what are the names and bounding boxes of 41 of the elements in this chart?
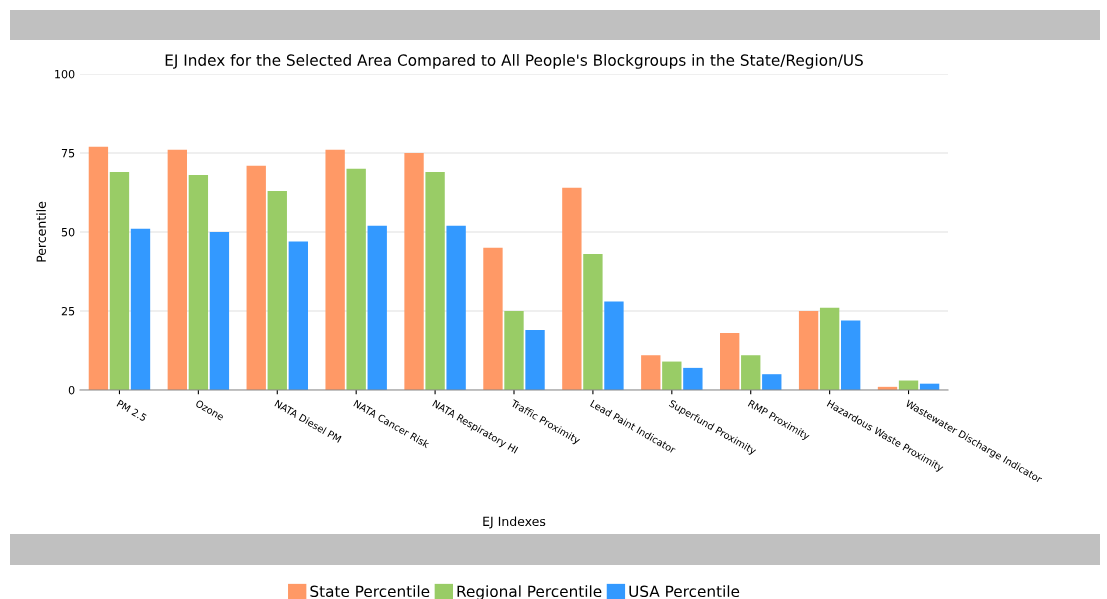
bar: [504, 311, 524, 390]
bar: [88, 146, 109, 390]
bar: [819, 307, 840, 390]
bar: [762, 374, 782, 390]
bar: [446, 225, 466, 390]
bar: [167, 149, 187, 390]
y-tick-label: 75: [61, 149, 75, 158]
y-tick-label: 100: [55, 69, 75, 79]
bar: [583, 254, 603, 390]
bar: [425, 171, 445, 390]
y-tick-label: 0: [68, 385, 75, 395]
chart-title: EJ Index for the Selected Area Compared to All People's Blockgroups in the State/Region/US: [165, 54, 863, 69]
bar: [720, 333, 740, 390]
bar: [246, 165, 266, 390]
bar: [798, 311, 819, 390]
bar: [367, 225, 387, 390]
bar: [641, 355, 661, 390]
bar: [683, 367, 703, 390]
bar: [109, 171, 130, 390]
bar: [346, 168, 366, 390]
y-axis-title: Percentile: [36, 201, 46, 262]
legend-label: State Percentile: [310, 585, 430, 598]
x-tick-label: PM 2.5: [116, 399, 148, 422]
bar: [841, 320, 861, 390]
bar: [288, 241, 308, 390]
bar: [525, 329, 545, 390]
bar: [562, 187, 582, 390]
bar: [209, 232, 230, 390]
y-tick-label: 25: [61, 306, 75, 316]
y-tick-label: 50: [61, 227, 75, 237]
bar: [130, 228, 151, 390]
bar: [483, 247, 503, 390]
bar: [188, 175, 209, 390]
bar: [604, 301, 624, 390]
bar: [325, 149, 345, 390]
x-axis-title: EJ Indexes: [483, 516, 546, 529]
bar: [662, 361, 682, 390]
bar: [741, 355, 761, 390]
bar: [267, 190, 287, 390]
bar: [404, 153, 424, 390]
legend-label: USA Percentile: [629, 585, 740, 598]
